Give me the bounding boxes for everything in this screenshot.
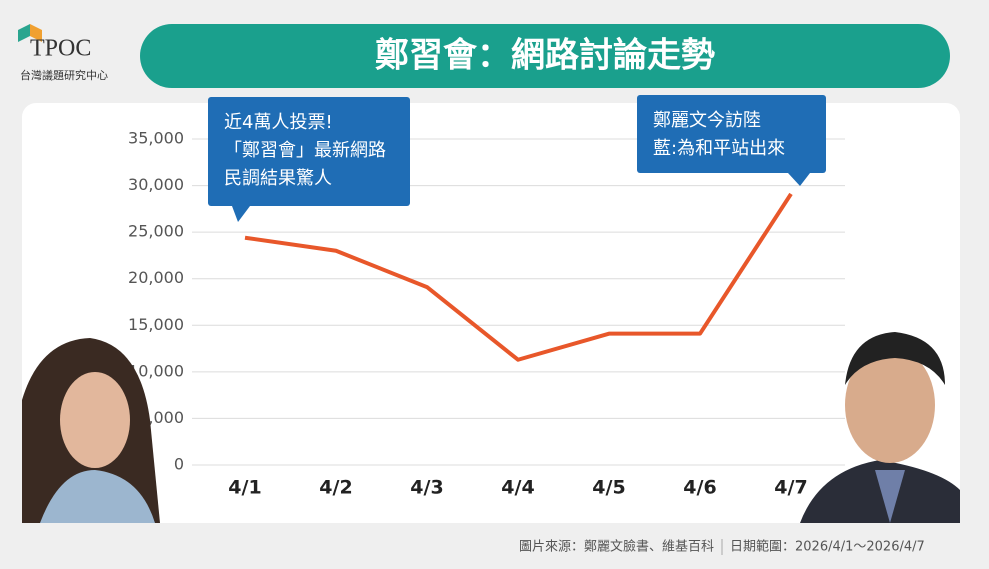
y-tick-label: 20,000: [128, 268, 184, 287]
annotation-text: 近4萬人投票!: [224, 112, 333, 133]
logo-subtitle: 台灣議題研究中心: [20, 68, 108, 82]
annotation-text: 民調結果驚人: [224, 168, 332, 189]
x-tick-label: 4/4: [501, 477, 534, 499]
chart-title: 鄭習會：網路討論走勢: [375, 36, 715, 76]
annotation-text: 藍:為和平站出來: [653, 138, 785, 159]
footer-source: 圖片來源：鄭麗文臉書、維基百科: [519, 540, 714, 555]
x-tick-label: 4/1: [228, 477, 261, 499]
annotation-box: [208, 97, 410, 206]
logo-mark: [30, 24, 42, 42]
data-line: [244, 192, 793, 362]
x-tick-label: 4/7: [774, 477, 807, 499]
y-tick-label: 10,000: [128, 361, 184, 380]
annotation-text: 鄭麗文今訪陸: [653, 110, 761, 131]
y-tick-label: 25,000: [128, 222, 184, 241]
x-tick-label: 4/6: [683, 477, 716, 499]
x-tick-label: 4/3: [410, 477, 443, 499]
photo-right: [800, 332, 960, 523]
annotation-box: [637, 95, 826, 173]
title-banner: [140, 24, 950, 88]
plot: 05,00010,00015,00020,00025,00030,00035,0…: [128, 95, 845, 499]
annotation-pointer: [788, 173, 810, 186]
y-tick-label: 15,000: [128, 315, 184, 334]
x-tick-label: 4/5: [592, 477, 625, 499]
annotation-text: 「鄭習會」最新網路: [224, 140, 386, 161]
annotation-pointer: [232, 206, 250, 222]
logo-mark: [18, 24, 30, 42]
photo-left: [22, 338, 160, 523]
y-tick-label: 0: [174, 455, 184, 474]
footer-range: 日期範圍：2026/4/1～2026/4/7: [730, 540, 925, 555]
y-tick-label: 35,000: [128, 129, 184, 148]
x-tick-label: 4/2: [319, 477, 352, 499]
y-tick-label: 30,000: [128, 175, 184, 194]
logo-text: TPOC: [30, 36, 91, 62]
